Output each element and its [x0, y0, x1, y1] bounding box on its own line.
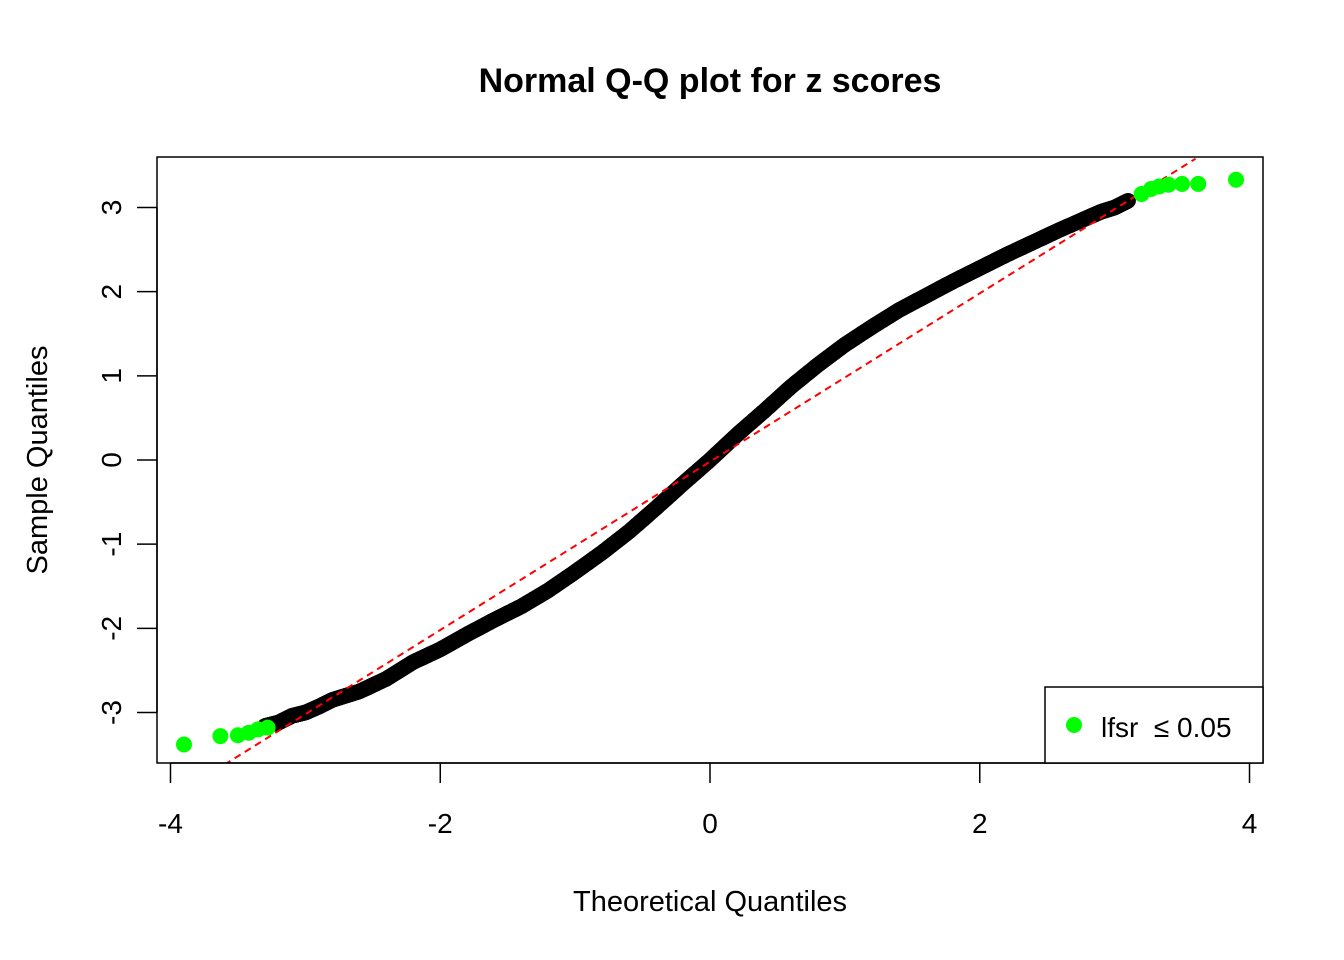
data-point-lfsr: [1174, 175, 1191, 192]
chart-title: Normal Q-Q plot for z scores: [479, 62, 942, 100]
x-tick-label: -2: [428, 808, 453, 839]
y-tick-label: -2: [96, 616, 127, 641]
legend: lfsr ≤ 0.05: [1044, 686, 1264, 764]
series-lfsr-points: [175, 171, 1245, 753]
data-point-lfsr: [1160, 176, 1177, 193]
x-tick-label: -4: [158, 808, 183, 839]
y-axis: -3 -2 -1 0 1 2 3: [96, 200, 158, 725]
data-point-lfsr: [1228, 171, 1245, 188]
legend-marker-lfsr: [1066, 717, 1082, 733]
y-tick-label: 2: [96, 284, 127, 300]
reference-line: [225, 157, 1197, 763]
y-axis-label: Sample Quantiles: [22, 346, 54, 575]
x-tick-label: 0: [702, 808, 718, 839]
y-tick-label: 3: [96, 200, 127, 216]
y-tick-label: 1: [96, 368, 127, 384]
plot-marks: [175, 157, 1245, 763]
x-axis: -4 -2 0 2 4: [158, 762, 1258, 839]
x-tick-label: 2: [972, 808, 988, 839]
y-tick-label: 0: [96, 452, 127, 468]
data-point-lfsr: [212, 728, 229, 745]
x-tick-label: 4: [1242, 808, 1258, 839]
y-tick-label: -1: [96, 532, 127, 557]
y-tick-label: -3: [96, 700, 127, 725]
data-point: [1120, 192, 1136, 209]
series-black-points: [257, 192, 1136, 734]
legend-label-lfsr: lfsr ≤ 0.05: [1101, 712, 1232, 743]
data-point-lfsr: [259, 719, 276, 736]
data-point-lfsr: [1190, 175, 1207, 192]
x-axis-label: Theoretical Quantiles: [573, 886, 847, 918]
data-point-lfsr: [175, 736, 192, 753]
